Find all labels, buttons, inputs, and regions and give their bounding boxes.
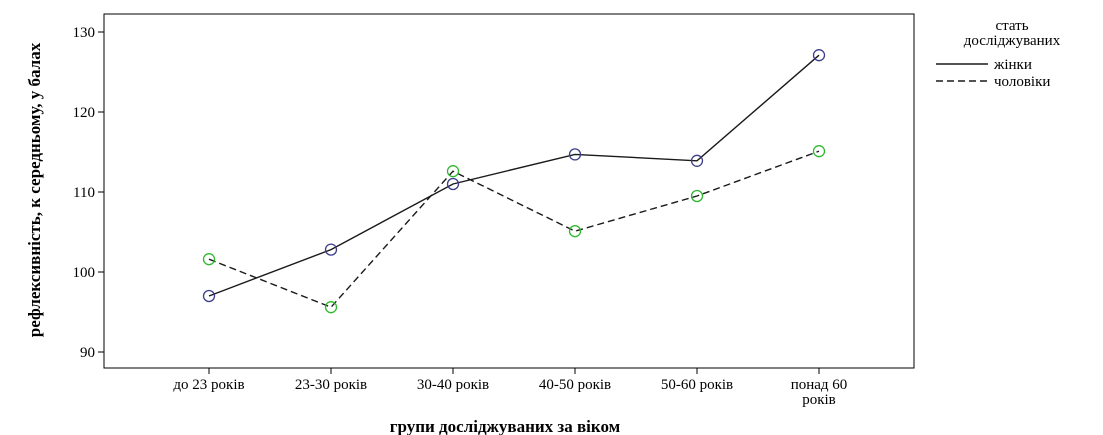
x-tick-label: 50-60 років — [661, 377, 733, 393]
legend-label: жінки — [993, 57, 1032, 73]
x-axis-title: групи досліджуваних за віком — [390, 417, 621, 435]
data-point — [812, 145, 826, 158]
series-line-2 — [208, 150, 820, 309]
x-axis: до 23 років 23-30 років 30-40 років 40-50 р… — [173, 368, 847, 408]
data-point — [812, 49, 826, 62]
y-tick-label: 110 — [73, 185, 95, 201]
legend-label: чоловіки — [994, 74, 1050, 90]
y-axis-title: рефлексивність, к середньому, у балах — [25, 42, 44, 337]
y-tick-label: 130 — [73, 25, 96, 41]
data-point — [690, 154, 704, 167]
data-point — [202, 289, 216, 303]
y-tick-label: 100 — [73, 265, 96, 281]
x-tick-label: 23-30 років — [295, 377, 367, 393]
y-tick-label: 90 — [80, 345, 95, 361]
data-point — [568, 148, 582, 161]
data-point — [446, 177, 460, 191]
x-tick-label: понад 60 років — [791, 377, 848, 408]
x-tick-label: до 23 років — [173, 377, 244, 393]
plot-frame — [103, 13, 915, 369]
data-point — [446, 165, 460, 178]
x-tick-label: 30-40 років — [417, 377, 489, 393]
y-tick-label: 120 — [73, 105, 96, 121]
series-line-1 — [208, 54, 820, 297]
data-point — [568, 225, 582, 238]
legend-title: стать досліджуваних — [964, 18, 1061, 49]
data-point — [324, 243, 338, 256]
x-tick-label: 40-50 років — [539, 377, 611, 393]
series-layer — [202, 49, 826, 314]
data-point — [202, 253, 216, 266]
data-point — [324, 301, 338, 314]
y-axis: 90 100 110 120 130 — [73, 25, 104, 361]
data-point — [690, 189, 704, 203]
